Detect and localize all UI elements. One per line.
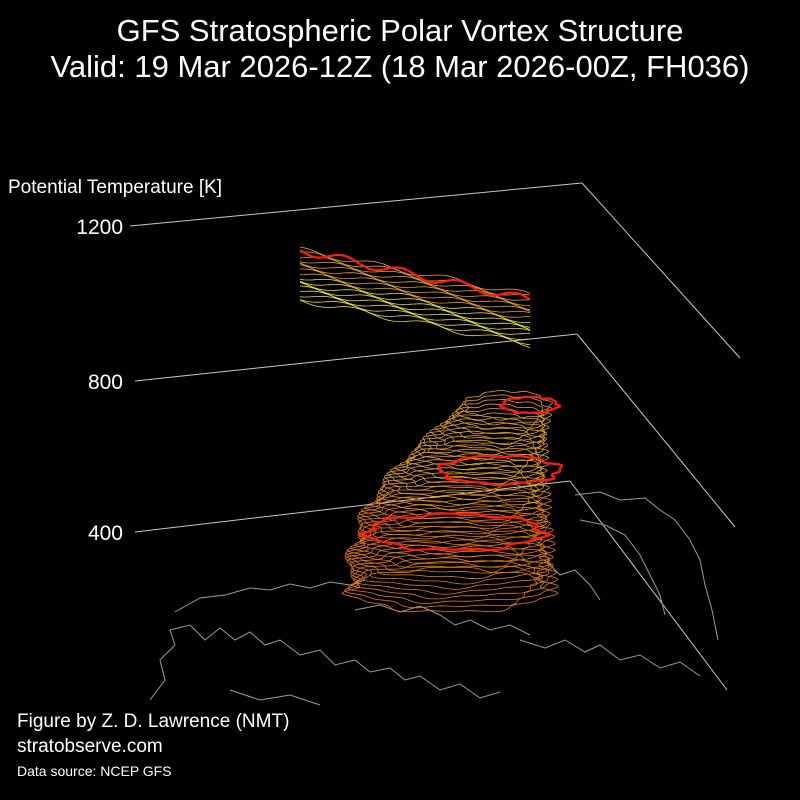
contour-line	[354, 516, 556, 560]
website-credit: stratobserve.com	[17, 736, 163, 757]
coastline-segment	[299, 649, 501, 699]
z-plane-edge-400	[569, 480, 728, 691]
z-plane-line-800	[134, 333, 578, 382]
contour-line	[349, 521, 556, 564]
coastline-map	[149, 491, 719, 706]
chart-subtitle: Valid: 19 Mar 2026-12Z (18 Mar 2026-00Z,…	[50, 49, 750, 84]
z-tick-label: 1200	[76, 216, 123, 239]
coastline-segment	[149, 624, 301, 701]
contour-line	[374, 475, 552, 515]
contour-line	[344, 534, 552, 580]
coastline-segment	[354, 604, 531, 636]
z-plane-edge-800	[576, 333, 736, 528]
contour-line	[358, 493, 548, 535]
contour-line	[350, 552, 557, 600]
chart-title: GFS Stratospheric Polar Vortex Structure	[116, 13, 684, 48]
contour-line	[380, 471, 550, 511]
coastline-segment	[579, 519, 666, 616]
contour-line	[345, 530, 554, 574]
contour-line	[299, 285, 531, 331]
contour-line	[341, 566, 559, 613]
z-plane-edge-1200	[581, 182, 741, 359]
contour-line	[356, 498, 547, 540]
coastline-segment	[544, 559, 601, 601]
z-plane-line-1200	[129, 182, 583, 227]
z-tick-label: 400	[88, 522, 123, 545]
contour-line	[429, 417, 546, 451]
z-tick-label: 800	[88, 371, 123, 394]
contour-line	[299, 282, 531, 331]
contour-line	[346, 526, 556, 568]
contour-line	[384, 462, 545, 501]
highlight-contour	[358, 512, 552, 551]
contour-line	[299, 281, 531, 330]
contour-line	[299, 262, 531, 311]
contour-line	[344, 539, 550, 585]
contour-line	[386, 457, 544, 495]
coastline-segment	[174, 579, 366, 613]
highlight-contour	[437, 454, 564, 487]
author-credit: Figure by Z. D. Lawrence (NMT)	[17, 711, 290, 732]
highlight-contour	[299, 249, 531, 301]
coastline-segment	[519, 639, 701, 677]
axis-frame	[129, 182, 741, 691]
contour-line	[346, 544, 551, 590]
highlight-contour	[498, 395, 562, 415]
contour-line	[357, 503, 548, 546]
contour-line	[358, 508, 551, 551]
contour-line	[445, 403, 552, 435]
contour-line	[299, 299, 531, 345]
z-plane-line-400	[134, 480, 571, 533]
contour-line	[412, 435, 550, 471]
contour-line	[399, 444, 550, 479]
contour-line	[299, 299, 531, 349]
contour-line	[364, 485, 553, 524]
contour-line	[299, 251, 531, 296]
vortex-contours	[299, 246, 564, 613]
contour-line	[383, 467, 548, 506]
contour-line	[299, 246, 531, 294]
data-source-credit: Data source: NCEP GFS	[17, 763, 172, 779]
coastline-segment	[574, 491, 719, 641]
contour-line	[299, 290, 530, 335]
contour-line	[299, 281, 531, 328]
contour-line	[464, 389, 553, 421]
contour-line	[394, 448, 548, 485]
contour-line	[360, 489, 551, 529]
contour-line	[425, 421, 546, 456]
contour-line	[405, 439, 549, 475]
contour-line	[347, 557, 559, 604]
contour-line	[300, 268, 531, 313]
contour-line	[434, 412, 548, 446]
coastline-segment	[229, 689, 321, 706]
contour-line	[299, 264, 531, 312]
z-axis-label: Potential Temperature [K]	[8, 177, 222, 198]
contour-line	[349, 548, 554, 595]
contour-line	[299, 262, 531, 312]
